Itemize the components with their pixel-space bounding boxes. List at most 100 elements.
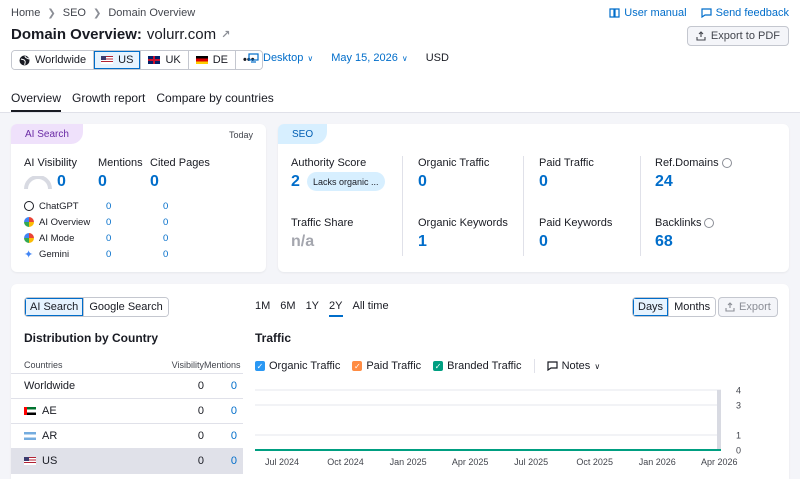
lacks-organic-badge[interactable]: Lacks organic ... <box>307 172 385 191</box>
range-all-time[interactable]: All time <box>352 300 389 312</box>
db-de-label: DE <box>212 54 228 66</box>
seo-card: SEO Authority Score 2 Lacks organic ... … <box>278 124 789 272</box>
tab-overview[interactable]: Overview <box>11 91 62 112</box>
paid-keywords-value[interactable]: 0 <box>539 233 548 250</box>
source-ai-search[interactable]: AI Search <box>25 298 85 316</box>
device-dropdown[interactable]: Desktop ∨ <box>248 52 313 64</box>
header: Home ❯ SEO ❯ Domain Overview User manual… <box>0 0 800 113</box>
ai-overview-cited[interactable]: 0 <box>163 216 169 228</box>
date-dropdown[interactable]: May 15, 2026 ∨ <box>331 52 408 64</box>
country-mentions[interactable]: 0 <box>230 380 237 392</box>
source-google-search[interactable]: Google Search <box>84 298 168 316</box>
page-title: Domain Overview: volurr.com ↗ <box>11 26 230 43</box>
country-mentions[interactable]: 0 <box>230 430 237 442</box>
organic-keywords-value[interactable]: 1 <box>418 233 427 250</box>
chatgpt-icon <box>24 201 34 211</box>
db-de[interactable]: DE <box>188 51 236 69</box>
ai-row: ChatGPT 0 0 AI Overview 0 0 AI Mode 0 0 … <box>24 198 254 262</box>
domain-name: volurr.com <box>146 26 217 43</box>
x-tick-label: Jan 2026 <box>639 457 676 467</box>
chatgpt-cited[interactable]: 0 <box>163 200 169 212</box>
authority-score-value[interactable]: 2 <box>291 173 300 190</box>
desktop-icon <box>248 53 259 63</box>
ai-overview-mentions[interactable]: 0 <box>106 216 112 228</box>
granularity-months[interactable]: Months <box>669 298 716 316</box>
divider <box>523 156 524 256</box>
ai-info-icon[interactable] <box>704 218 715 228</box>
db-worldwide[interactable]: Worldwide <box>12 51 95 69</box>
gemini-mentions[interactable]: 0 <box>106 248 112 260</box>
legend-paid[interactable]: ✓ Paid Traffic <box>352 360 421 372</box>
table-row[interactable]: US 0 0 <box>11 449 243 474</box>
range-2y[interactable]: 2Y <box>329 300 343 317</box>
breadcrumb: Home ❯ SEO ❯ Domain Overview <box>11 7 195 19</box>
table-row[interactable]: Worldwide 0 0 <box>11 374 243 399</box>
divider <box>640 156 641 256</box>
checkbox-checked-icon: ✓ <box>433 361 444 371</box>
legend-paid-label: Paid Traffic <box>366 360 422 372</box>
export-pdf-label: Export to PDF <box>710 30 780 42</box>
legend-branded-label: Branded Traffic <box>447 360 522 372</box>
ai-row-chatgpt: ChatGPT 0 0 <box>24 198 254 214</box>
chatgpt-mentions[interactable]: 0 <box>106 200 112 212</box>
cited-pages-value[interactable]: 0 <box>150 173 159 190</box>
x-tick-label: Apr 2026 <box>701 457 738 467</box>
x-tick-label: Oct 2024 <box>327 457 364 467</box>
country-mentions[interactable]: 0 <box>230 455 237 467</box>
range-1m[interactable]: 1M <box>255 300 271 312</box>
tab-growth-report[interactable]: Growth report <box>72 91 146 105</box>
export-pdf-button[interactable]: Export to PDF <box>686 26 789 46</box>
organic-traffic-value[interactable]: 0 <box>418 173 427 190</box>
ai-visibility-value[interactable]: 0 <box>57 173 66 190</box>
user-manual-label: User manual <box>624 7 687 19</box>
country-name: AE <box>42 405 57 417</box>
country-mentions[interactable]: 0 <box>230 405 237 417</box>
tab-compare-by-countries[interactable]: Compare by countries <box>156 91 274 105</box>
table-row[interactable]: AE 0 0 <box>11 399 243 424</box>
paid-traffic-value[interactable]: 0 <box>539 173 548 190</box>
x-tick-label: Apr 2025 <box>452 457 489 467</box>
country-visibility: 0 <box>197 380 204 392</box>
mentions-value[interactable]: 0 <box>98 173 107 190</box>
paid-traffic-label: Paid Traffic <box>539 157 594 169</box>
x-tick-label: Jul 2025 <box>514 457 548 467</box>
backlinks-text: Backlinks <box>655 217 702 229</box>
y-tick-label: 3 <box>736 401 741 411</box>
cited-pages-label: Cited Pages <box>150 157 210 169</box>
ref-domains-value[interactable]: 24 <box>655 173 673 190</box>
ai-mode-mentions[interactable]: 0 <box>106 232 112 244</box>
user-manual-link[interactable]: User manual <box>609 7 687 19</box>
gemini-cited[interactable]: 0 <box>163 248 169 260</box>
external-link-icon[interactable]: ↗ <box>221 29 231 41</box>
country-name: AR <box>42 430 58 442</box>
breadcrumb-seo[interactable]: SEO <box>62 7 86 19</box>
chevron-down-icon: ∨ <box>594 361 601 371</box>
backlinks-value[interactable]: 68 <box>655 233 673 250</box>
db-us[interactable]: US <box>94 51 142 69</box>
traffic-legend: ✓ Organic Traffic ✓ Paid Traffic ✓ Branded … <box>255 359 600 373</box>
range-1y[interactable]: 1Y <box>305 300 320 312</box>
range-6m[interactable]: 6M <box>280 300 296 312</box>
uk-flag-icon <box>148 56 161 64</box>
ai-mode-cited[interactable]: 0 <box>163 232 169 244</box>
table-row[interactable]: AR 0 0 <box>11 424 243 449</box>
current-period-shade <box>717 390 721 450</box>
export-button[interactable]: Export <box>718 297 778 317</box>
currency-label: USD <box>425 52 449 64</box>
ai-date: Today <box>228 130 253 140</box>
legend-organic[interactable]: ✓ Organic Traffic <box>255 360 340 372</box>
ai-info-icon[interactable] <box>721 158 732 168</box>
traffic-title: Traffic <box>255 331 292 345</box>
x-tick-label: Oct 2025 <box>576 457 613 467</box>
ai-row-ai-overview: AI Overview 0 0 <box>24 214 254 230</box>
notes-dropdown[interactable]: Notes ∨ <box>546 360 601 372</box>
legend-branded[interactable]: ✓ Branded Traffic <box>433 360 522 372</box>
notes-label: Notes <box>561 360 591 372</box>
breadcrumb-home[interactable]: Home <box>11 7 41 19</box>
granularity-days[interactable]: Days <box>633 298 670 316</box>
db-uk[interactable]: UK <box>141 51 189 69</box>
col-countries: Countries <box>24 360 63 370</box>
organic-traffic-label: Organic Traffic <box>418 157 490 169</box>
send-feedback-link[interactable]: Send feedback <box>701 7 789 19</box>
ref-domains-label: Ref.Domains <box>655 157 732 169</box>
